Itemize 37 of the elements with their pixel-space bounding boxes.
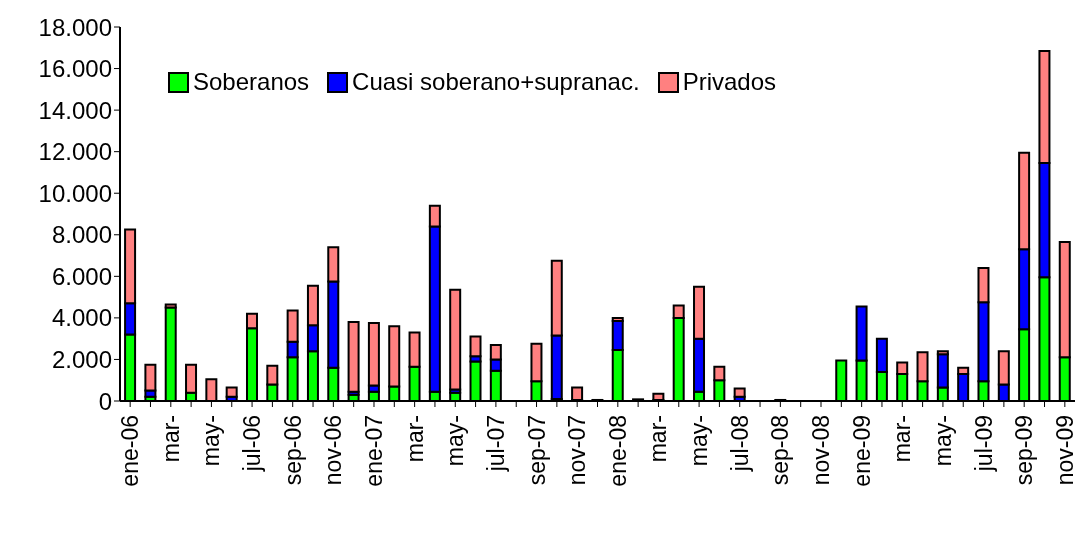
x-tick-label: sep-06 [279, 415, 306, 486]
y-tick-label: 6.000 [51, 262, 112, 290]
legend-label: Cuasi soberano+supranac. [352, 68, 640, 96]
x-tick-label: nov-09 [1051, 415, 1078, 486]
x-tick-label: mar- [889, 415, 916, 463]
x-tick-label: may- [198, 415, 225, 467]
x-tick-label: mar- [645, 415, 672, 463]
x-tick-label: nov-08 [808, 415, 835, 486]
y-tick-label: 12.000 [38, 138, 112, 166]
x-tick-label: ene-09 [848, 415, 875, 487]
y-tick-label: 10.000 [38, 179, 112, 207]
legend-label: Soberanos [193, 68, 310, 96]
y-tick-label: 4.000 [51, 304, 112, 332]
x-tick-label: nov-07 [564, 415, 591, 486]
x-tick-label: sep-07 [523, 415, 550, 486]
y-tick-label: 0 [98, 387, 112, 415]
x-tick-label: ene-08 [604, 415, 631, 487]
x-tick-label: jul-08 [726, 415, 753, 473]
legend-label: Privados [682, 68, 776, 96]
x-tick-label: jul-07 [482, 415, 509, 473]
x-tick-label: nov-06 [320, 415, 347, 486]
y-tick-label: 8.000 [51, 221, 112, 249]
x-tick-label: jul-09 [970, 415, 997, 473]
x-tick-label: ene-06 [117, 415, 144, 487]
x-tick-label: mar- [157, 415, 184, 463]
x-tick-label: sep-08 [767, 415, 794, 486]
x-tick-label: may- [442, 415, 469, 467]
x-tick-label: may- [686, 415, 713, 467]
y-tick-label: 18.000 [38, 13, 112, 41]
x-tick-label: ene-07 [360, 415, 387, 487]
x-tick-label: mar- [401, 415, 428, 463]
y-tick-label: 14.000 [38, 96, 112, 124]
y-tick-label: 16.000 [38, 55, 112, 83]
x-tick-label: sep-09 [1011, 415, 1038, 486]
y-tick-label: 2.000 [51, 345, 112, 373]
x-tick-label: may- [929, 415, 956, 467]
x-tick-label: jul-06 [239, 415, 266, 473]
